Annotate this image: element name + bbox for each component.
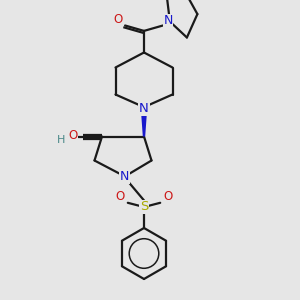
Text: N: N <box>139 102 149 115</box>
Text: O: O <box>164 190 172 203</box>
Text: N: N <box>120 170 129 184</box>
Text: H: H <box>57 135 65 145</box>
Polygon shape <box>141 116 147 136</box>
Text: O: O <box>114 13 123 26</box>
Text: O: O <box>116 190 124 203</box>
Text: O: O <box>68 129 77 142</box>
Text: S: S <box>140 200 148 214</box>
Text: N: N <box>163 14 173 28</box>
